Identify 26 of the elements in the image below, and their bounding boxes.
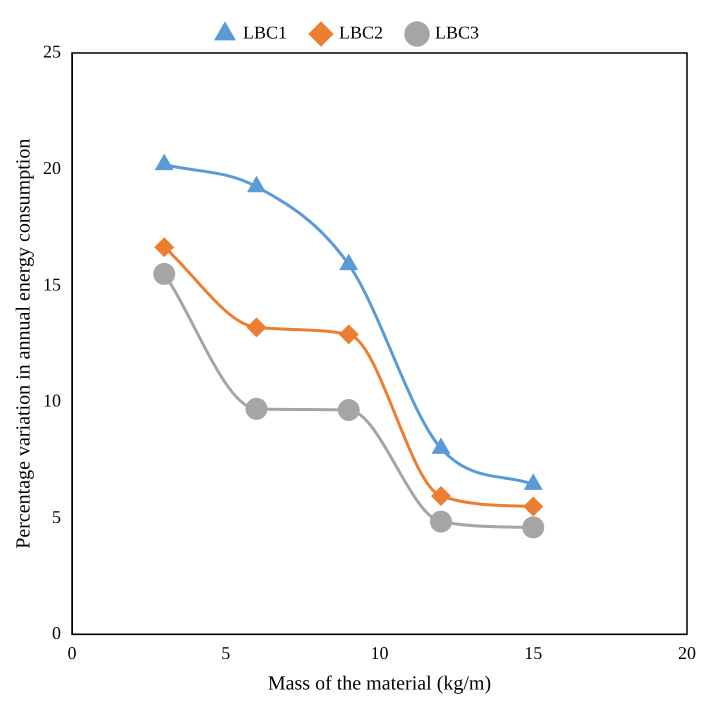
x-tick-label: 20 bbox=[678, 642, 696, 663]
legend-label: LBC3 bbox=[435, 22, 480, 43]
point bbox=[338, 398, 360, 421]
point bbox=[431, 486, 451, 506]
point bbox=[430, 510, 452, 533]
point bbox=[246, 398, 268, 420]
point bbox=[523, 496, 544, 516]
y-tick-label: 20 bbox=[43, 158, 61, 178]
y-tick-label: 0 bbox=[52, 623, 61, 644]
x-tick-label: 15 bbox=[524, 642, 542, 663]
x-axis-title: Mass of the material (kg/m) bbox=[268, 672, 492, 694]
x-tick-label: 0 bbox=[68, 642, 76, 663]
point bbox=[154, 237, 174, 258]
legend-label: LBC1 bbox=[242, 22, 288, 43]
x-tick-label: 10 bbox=[370, 642, 388, 663]
y-tick-label: 10 bbox=[43, 390, 61, 411]
x-tick-label: 5 bbox=[221, 642, 230, 663]
legend-label: LBC2 bbox=[338, 22, 384, 43]
point bbox=[153, 262, 176, 285]
point bbox=[522, 516, 544, 538]
y-tick-label: 25 bbox=[43, 42, 61, 62]
point bbox=[246, 317, 266, 338]
y-axis-title: Percentage variation in annual energy consumption bbox=[12, 138, 34, 549]
point bbox=[338, 324, 359, 344]
y-tick-label: 15 bbox=[43, 274, 61, 294]
y-tick-label: 5 bbox=[52, 506, 61, 527]
